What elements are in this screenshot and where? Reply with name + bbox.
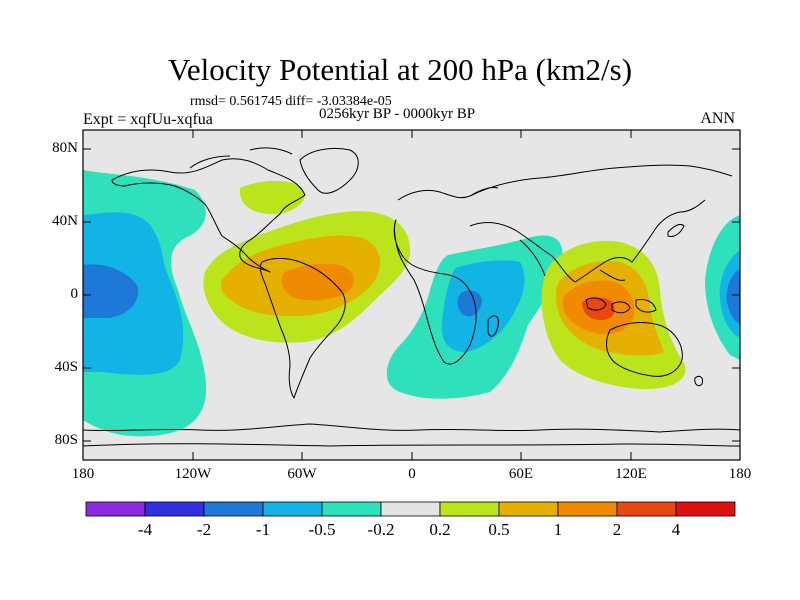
colorbar-label: 4 [671, 520, 681, 539]
colorbar-swatch [144, 501, 205, 517]
axis-ticks [82, 130, 741, 460]
colorbar-swatch [498, 501, 559, 517]
x-label-180-west: 180 [71, 466, 95, 482]
colorbar-label: 0.2 [429, 520, 451, 539]
x-label-180-east: 180 [728, 466, 752, 482]
y-label-80n: 80N [52, 140, 78, 156]
y-label-80s: 80S [54, 432, 78, 448]
colorbar-label: -4 [137, 520, 153, 539]
colorbar-swatch [616, 501, 677, 517]
colorbar-swatch [557, 501, 618, 517]
negative-anomaly-fields [83, 170, 740, 437]
y-label-40n: 40N [52, 213, 78, 229]
x-label-60e: 60E [508, 466, 534, 482]
stats-line: rmsd= 0.561745 diff= -3.03384e-05 [190, 94, 392, 109]
colorbar-swatch [321, 501, 382, 517]
colorbar-label: 1 [553, 520, 563, 539]
colorbar-label: -0.2 [367, 520, 395, 539]
colorbar-label: 2 [612, 520, 622, 539]
x-label-120w: 120W [174, 466, 212, 482]
map-plot-area [83, 130, 740, 460]
colorbar-label: -0.5 [308, 520, 336, 539]
period-label: 0256kyr BP - 0000kyr BP [319, 106, 476, 122]
colorbar-swatch [262, 501, 323, 517]
colorbar-swatch [85, 501, 146, 517]
coastlines [83, 147, 740, 447]
colorbar-label: -1 [255, 520, 271, 539]
x-label-0: 0 [408, 466, 416, 482]
colorbar-swatch [439, 501, 500, 517]
positive-anomaly-fields [203, 180, 686, 390]
colorbar-label: -2 [196, 520, 212, 539]
experiment-label: Expt = xqfUu-xqfua [83, 111, 213, 128]
colorbar-swatch [380, 501, 441, 517]
colorbar [85, 501, 736, 517]
colorbar-swatch [675, 501, 736, 517]
y-label-0: 0 [70, 286, 79, 302]
x-label-60w: 60W [287, 466, 317, 482]
y-label-40s: 40S [54, 359, 78, 375]
colorbar-swatch [203, 501, 264, 517]
map-title: Velocity Potential at 200 hPa (km2/s) [167, 52, 633, 87]
season-label: ANN [700, 110, 735, 127]
x-label-120e: 120E [615, 466, 647, 482]
colorbar-label: 0.5 [488, 520, 510, 539]
